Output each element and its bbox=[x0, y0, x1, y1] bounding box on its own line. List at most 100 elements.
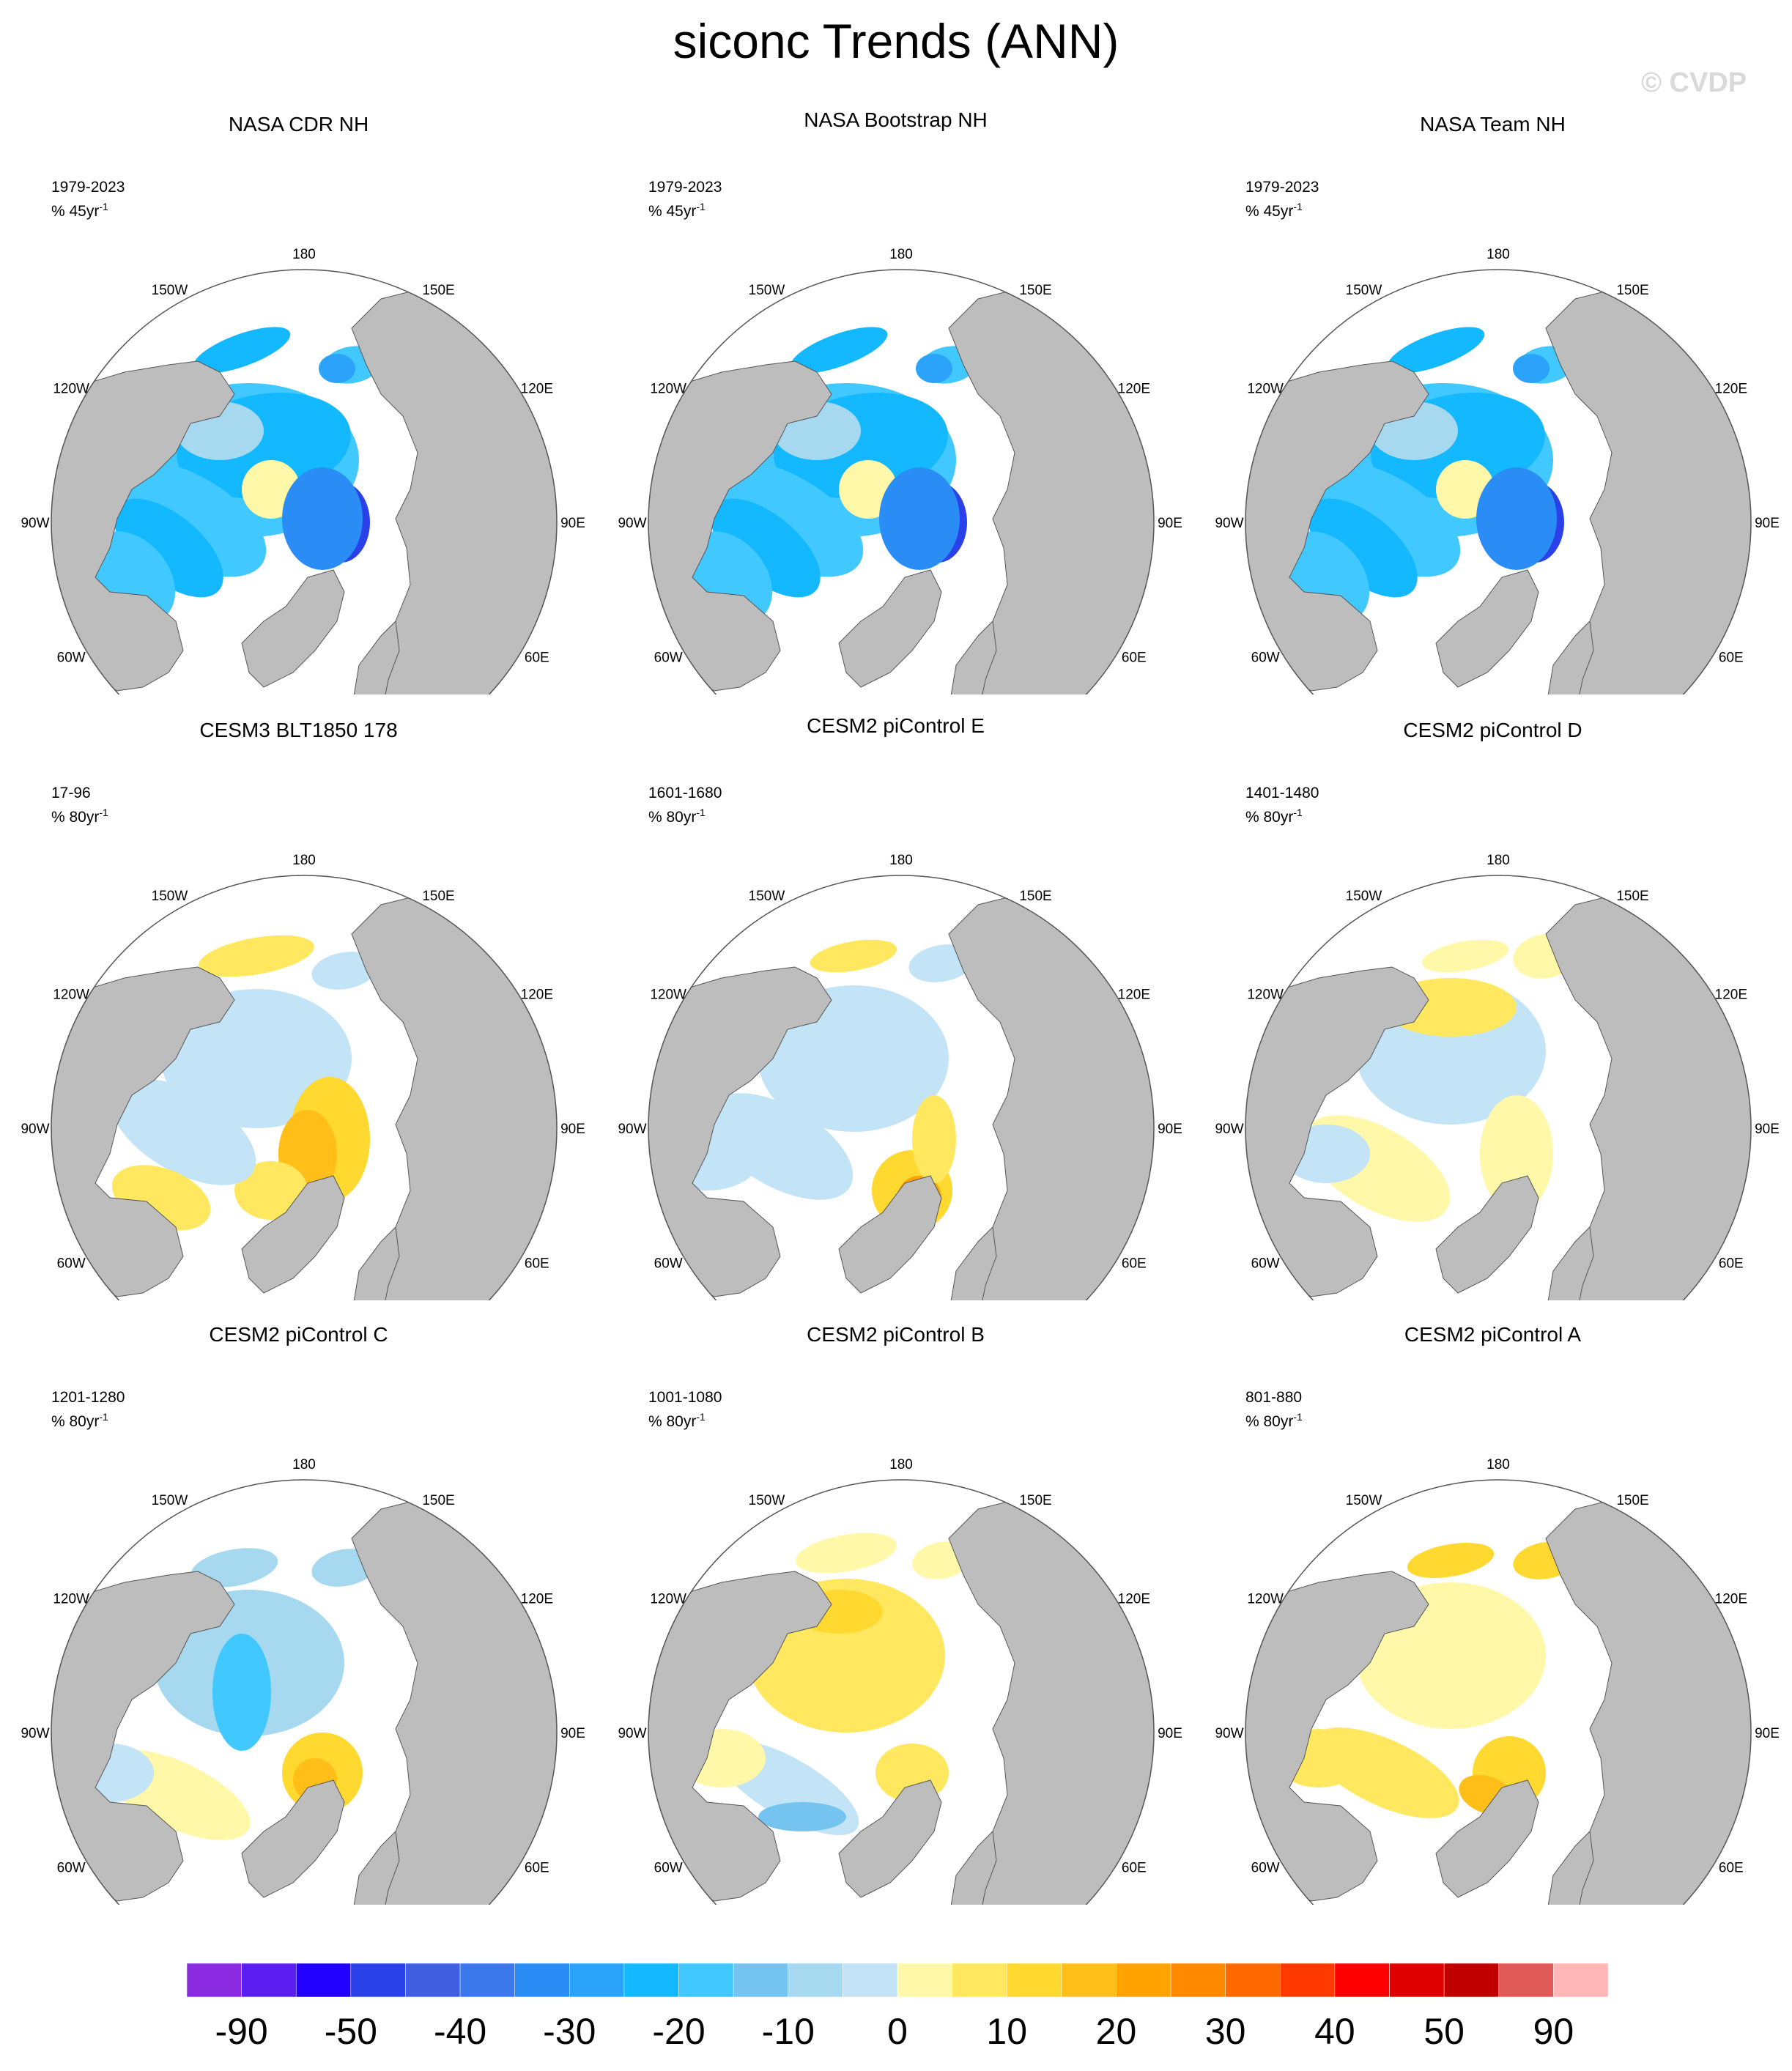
longitude-label: 120W bbox=[1247, 382, 1284, 397]
longitude-label: 90E bbox=[1755, 1122, 1780, 1137]
longitude-label: 60E bbox=[1719, 1861, 1744, 1876]
panel-period: 1979-2023 % 45yr-1 bbox=[1245, 178, 1319, 221]
period-range: 1401-1480 bbox=[1245, 785, 1319, 801]
panel-period: 17-96 % 80yr-1 bbox=[51, 784, 108, 827]
panel-period: 1979-2023 % 45yr-1 bbox=[648, 178, 722, 221]
colorbar-tick-label: 10 bbox=[986, 2011, 1027, 2052]
colorbar-swatch bbox=[1280, 1963, 1336, 1998]
map-boundary bbox=[648, 269, 1155, 694]
land-mass bbox=[1435, 569, 1539, 688]
longitude-label: 120W bbox=[1247, 988, 1284, 1003]
colorbar-swatch bbox=[1498, 1963, 1554, 1998]
longitude-label: 120W bbox=[650, 382, 686, 397]
colorbar-swatch bbox=[1389, 1963, 1445, 1998]
longitude-label: 120E bbox=[521, 1592, 553, 1607]
colorbar-tick-label: 40 bbox=[1314, 2011, 1355, 2052]
ice-trend-region bbox=[311, 952, 377, 990]
colorbar-swatch bbox=[1225, 1963, 1281, 1998]
longitude-label: 150W bbox=[1346, 1493, 1382, 1508]
longitude-label: 60W bbox=[57, 1861, 86, 1876]
period-range: 801-880 bbox=[1245, 1389, 1303, 1406]
ice-trend-region bbox=[1301, 460, 1461, 577]
land-mass bbox=[838, 1175, 942, 1294]
colorbar-tick-label: 0 bbox=[887, 2011, 908, 2052]
colorbar-tick-label: 20 bbox=[1096, 2011, 1137, 2052]
longitude-label: 90W bbox=[1215, 1122, 1243, 1137]
ice-trend-region bbox=[212, 1634, 271, 1751]
longitude-label: 150E bbox=[1019, 283, 1051, 298]
longitude-label: 120E bbox=[521, 988, 553, 1003]
land-mass bbox=[241, 1779, 345, 1898]
longitude-label: 60E bbox=[525, 1256, 549, 1272]
colorbar-swatch bbox=[952, 1963, 1007, 1998]
panel-title: CESM2 piControl A bbox=[1404, 1323, 1582, 1346]
longitude-label: 90E bbox=[1158, 1122, 1182, 1137]
colorbar-tick-label: 90 bbox=[1533, 2011, 1574, 2052]
map-panel: 180150E120E90E60E30E030W60W90W120W150WNA… bbox=[1194, 108, 1791, 694]
longitude-label: 60E bbox=[1719, 1256, 1744, 1272]
longitude-label: 90W bbox=[21, 1122, 49, 1137]
polar-map: 180150E120E90E60E30E030W60W90W120W150W bbox=[21, 853, 585, 1300]
longitude-label: 150E bbox=[422, 1493, 454, 1508]
colorbar-tick-label: -40 bbox=[434, 2011, 486, 2052]
colorbar-swatch bbox=[843, 1963, 898, 1998]
longitude-label: 90E bbox=[1755, 1726, 1780, 1741]
map-panel: 180150E120E90E60E30E030W60W90W120W150W CE… bbox=[597, 1319, 1194, 1905]
panel-period: 801-880 % 80yr-1 bbox=[1245, 1388, 1303, 1431]
period-range: 1979-2023 bbox=[51, 179, 125, 196]
panel-title: CESM2 piControl C bbox=[209, 1323, 388, 1346]
colorbar-swatch bbox=[678, 1963, 734, 1998]
colorbar-swatch bbox=[733, 1963, 789, 1998]
map-panel: 180150E120E90E60E30E030W60W90W120W150WCE… bbox=[1194, 714, 1791, 1300]
longitude-label: 120W bbox=[53, 1592, 89, 1607]
polar-map: 180150E120E90E60E30E030W60W90W120W150W bbox=[618, 1457, 1182, 1905]
longitude-label: 150E bbox=[1616, 889, 1648, 904]
ice-trend-region bbox=[190, 1548, 278, 1587]
panel-period: 1401-1480 % 80yr-1 bbox=[1245, 784, 1319, 827]
ice-trend-region bbox=[1387, 327, 1485, 374]
ice-trend-region bbox=[707, 1093, 854, 1200]
period-range: 1001-1080 bbox=[648, 1389, 722, 1406]
polar-map: 180150E120E90E60E30E030W60W90W120W150W bbox=[1215, 1457, 1780, 1905]
longitude-label: 90W bbox=[1215, 1726, 1243, 1741]
ice-trend-region bbox=[1421, 939, 1509, 973]
ice-trend-region bbox=[114, 498, 223, 598]
polar-map: 180150E120E90E60E30E030W60W90W120W150W bbox=[618, 853, 1182, 1300]
colorbar-tick-label: 50 bbox=[1423, 2011, 1465, 2052]
longitude-label: 90E bbox=[560, 516, 585, 531]
longitude-label: 60W bbox=[654, 651, 683, 666]
longitude-label: 180 bbox=[889, 247, 913, 262]
colorbar-swatch bbox=[295, 1963, 352, 1998]
land-mass bbox=[351, 1830, 400, 1905]
colorbar-swatch bbox=[186, 1963, 242, 1998]
ice-trend-region bbox=[193, 327, 291, 374]
panel-title: NASA CDR NH bbox=[228, 113, 369, 136]
longitude-label: 150E bbox=[1019, 1493, 1051, 1508]
trend-units: % 45yr-1 bbox=[51, 201, 108, 220]
map-boundary bbox=[1245, 269, 1752, 694]
land-mass bbox=[241, 569, 345, 688]
polar-map: 180150E120E90E60E30E030W60W90W120W150W bbox=[21, 1457, 585, 1905]
longitude-label: 60E bbox=[1719, 651, 1744, 666]
map-boundary bbox=[648, 1479, 1155, 1905]
longitude-label: 180 bbox=[889, 853, 913, 868]
longitude-label: 150W bbox=[152, 1493, 188, 1508]
longitude-label: 120E bbox=[1715, 988, 1747, 1003]
longitude-label: 150W bbox=[1346, 889, 1382, 904]
longitude-label: 180 bbox=[1486, 247, 1510, 262]
colorbar-swatch bbox=[569, 1963, 625, 1998]
longitude-label: 90W bbox=[618, 1122, 646, 1137]
polar-map: 180150E120E90E60E30E030W60W90W120W150W bbox=[1215, 247, 1780, 694]
longitude-label: 180 bbox=[1486, 853, 1510, 868]
longitude-label: 120E bbox=[1715, 382, 1747, 397]
panel-title: CESM2 piControl B bbox=[807, 1323, 985, 1346]
colorbar-tick-label: -10 bbox=[762, 2011, 815, 2052]
land-mass bbox=[1545, 620, 1594, 694]
colorbar-swatch bbox=[1061, 1963, 1117, 1998]
ice-trend-region bbox=[795, 1533, 897, 1574]
colorbar-tick-label: -50 bbox=[325, 2011, 377, 2052]
ice-trend-region bbox=[107, 460, 267, 577]
longitude-label: 150E bbox=[1616, 283, 1648, 298]
longitude-label: 150W bbox=[152, 889, 188, 904]
ice-trend-region bbox=[704, 460, 864, 577]
